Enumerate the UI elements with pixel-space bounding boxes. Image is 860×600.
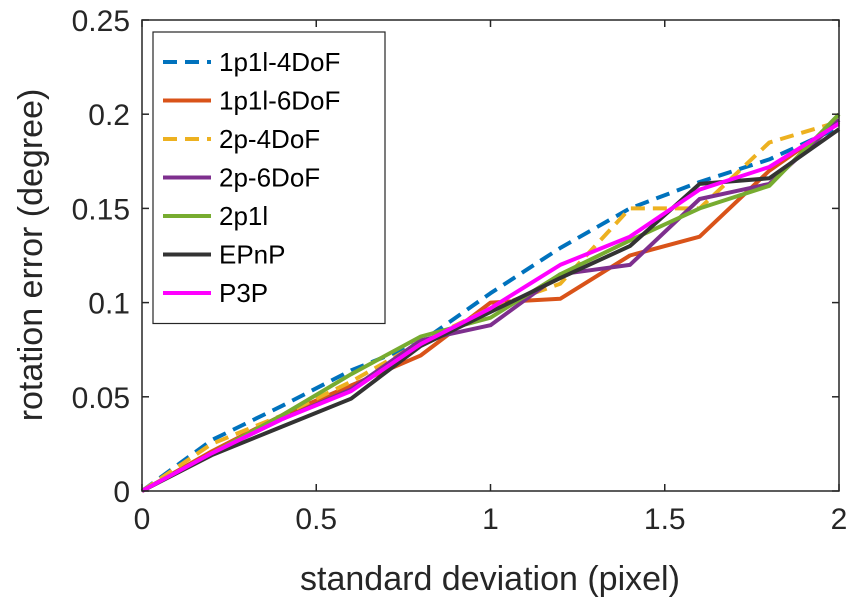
- y-tick-label: 0: [113, 476, 130, 509]
- series-line-P3P: [141, 121, 841, 493]
- y-tick-label: 0.1: [88, 288, 130, 321]
- legend-label-1p1l-4DoF: 1p1l-4DoF: [219, 47, 340, 77]
- y-tick-label: 0.25: [72, 5, 130, 38]
- x-tick-label: 1: [482, 503, 499, 536]
- legend-label-2p-6DoF: 2p-6DoF: [219, 163, 320, 193]
- legend-label-P3P: P3P: [219, 278, 268, 308]
- y-tick-label: 0.05: [72, 382, 130, 415]
- ticks-layer: 0 0.5 1 1.5 2 0 0.05 0.1 0.15 0.2 0.25: [72, 5, 848, 536]
- series-line-2p-4DoF: [140, 119, 840, 493]
- x-tick-label: 0: [134, 503, 151, 536]
- legend-label-1p1l-6DoF: 1p1l-6DoF: [219, 86, 340, 116]
- y-tick-label: 0.2: [88, 99, 130, 132]
- legend: 1p1l-4DoF 1p1l-6DoF 2p-4DoF 2p-6DoF 2p1l EPnP…: [152, 31, 386, 325]
- y-axis-label: rotation error (degree): [12, 89, 50, 422]
- legend-label-2p1l: 2p1l: [219, 201, 268, 231]
- series-line-2p1l: [141, 112, 841, 493]
- x-axis-label: standard deviation (pixel): [300, 560, 680, 598]
- x-tick-label: 1.5: [644, 503, 686, 536]
- legend-label-2p-4DoF: 2p-4DoF: [219, 124, 320, 154]
- x-tick-label: 0.5: [295, 503, 337, 536]
- series-line-1p1l-4DoF: [140, 125, 840, 493]
- legend-label-EPnP: EPnP: [219, 240, 286, 270]
- series-layer: [140, 112, 841, 493]
- x-tick-label: 2: [831, 503, 848, 536]
- y-tick-label: 0.15: [72, 193, 130, 226]
